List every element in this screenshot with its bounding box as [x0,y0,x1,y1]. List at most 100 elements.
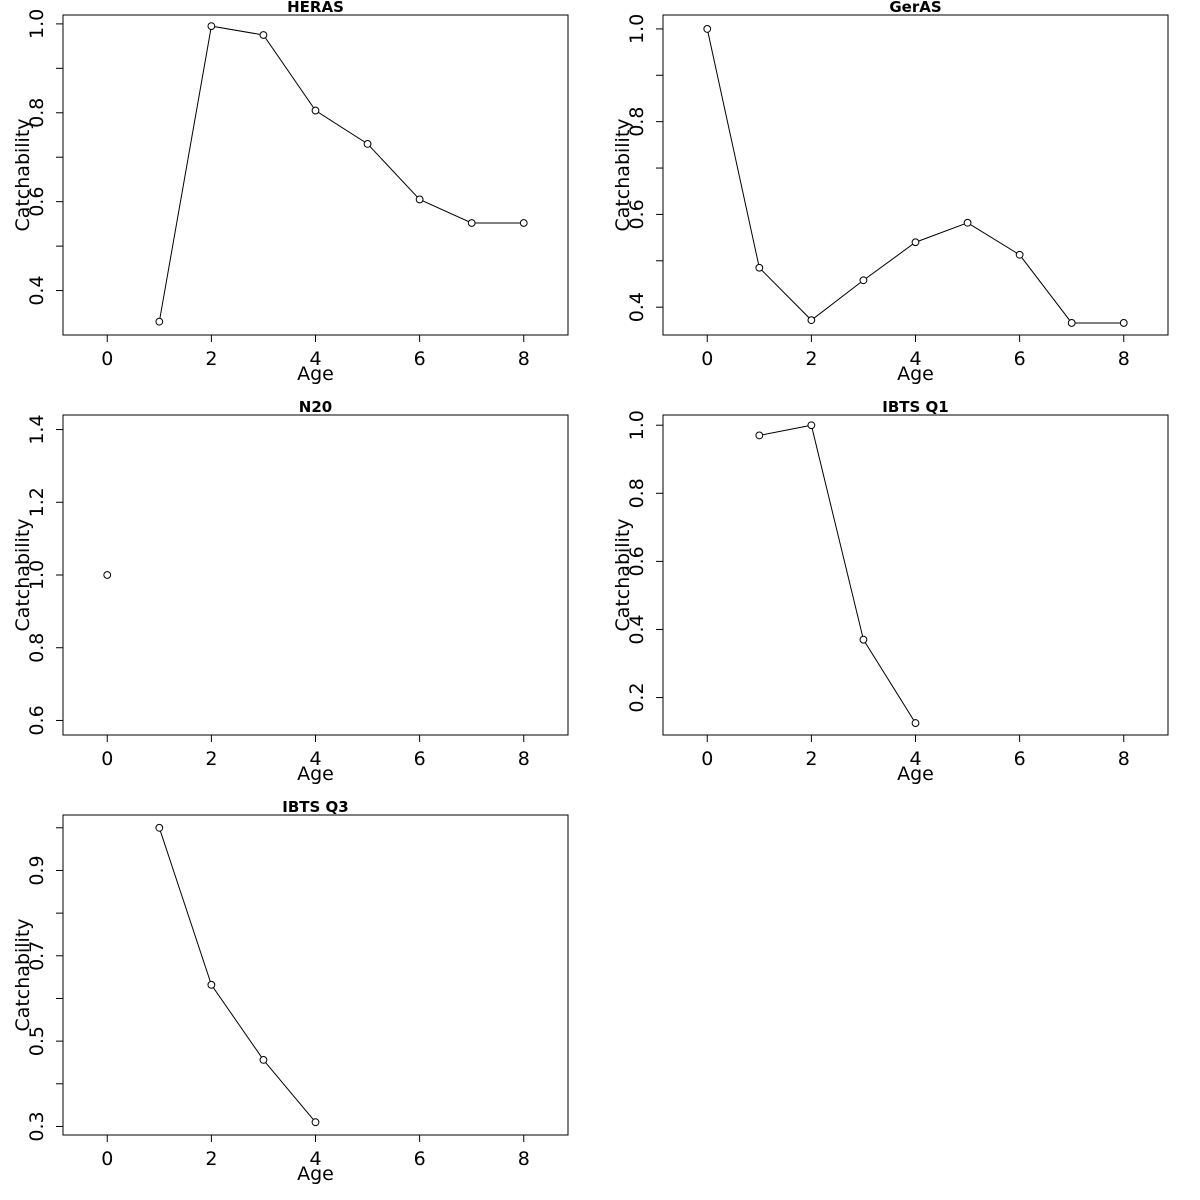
series-line [759,424,916,724]
x-tick-label: 0 [101,748,113,770]
y-axis-label: Catchability [12,918,34,1031]
x-tick-label: 2 [805,348,817,370]
y-tick-label: 1.0 [626,14,648,44]
x-tick-label: 0 [101,348,113,370]
x-tick-label: 6 [414,1148,426,1170]
y-tick-label: 0.7 [26,941,48,971]
panel-heras: HERAS 0 2 4 6 8 0.4 0.6 0.8 1.0 Age Catchability [12,0,569,385]
y-tick-label: 0.3 [26,1111,48,1141]
y-tick-label: 1.0 [26,560,48,590]
x-axis-label: Age [297,763,334,785]
data-point [1119,319,1128,327]
x-tick-label: 4 [309,1148,321,1170]
data-point [207,980,216,989]
x-tick-label: 2 [205,1148,217,1170]
x-tick-label: 2 [205,748,217,770]
plot-frame [662,414,1169,736]
panel-n20: N20 0 2 4 6 8 0.6 0.8 1.0 1.2 1.4 Age Catchability [12,398,569,785]
y-tick-label: 0.5 [26,1026,48,1056]
x-tick-label: 8 [1118,348,1130,370]
chart-title: IBTS Q3 [282,798,348,816]
panel-geras: GerAS 0 2 4 6 8 0.4 0.6 0.8 1.0 Age Catchability [612,0,1169,385]
data-point [311,106,320,115]
y-tick-label: 0.6 [626,546,648,576]
x-tick-label: 6 [414,348,426,370]
data-point [755,263,764,272]
x-tick-label: 0 [101,1148,113,1170]
y-tick-label: 0.9 [26,855,48,885]
y-tick-label: 1.2 [26,487,48,517]
x-tick-label: 2 [805,748,817,770]
y-tick-label: 0.8 [626,478,648,508]
x-tick-label: 6 [1014,348,1026,370]
plot-frame [62,814,569,1136]
y-tick-label: 0.4 [626,292,648,322]
data-point [259,1056,268,1064]
x-tick-label: 4 [309,348,321,370]
data-point [467,219,476,227]
data-point [755,431,764,440]
x-tick-label: 0 [701,748,713,770]
y-tick-label: 0.2 [626,682,648,712]
data-point [1015,250,1024,259]
y-tick-label: 0.8 [26,98,48,128]
y-axis-label: Catchability [612,518,634,631]
x-tick-label: 4 [909,748,921,770]
x-tick-label: 8 [518,1148,530,1170]
chart-title: GerAS [889,0,941,16]
data-point [963,218,972,227]
data-point [519,219,528,227]
data-point [1067,319,1076,327]
y-tick-label: 0.6 [26,187,48,217]
x-axis-label: Age [897,363,934,385]
data-point [415,195,424,204]
panel-ibts-q3: IBTS Q3 0 2 4 6 8 0.3 0.5 0.7 0.9 Age Catchability [12,798,569,1185]
data-point [155,823,164,832]
y-tick-label: 0.6 [26,705,48,735]
x-axis-label: Age [897,763,934,785]
chart-title: N20 [299,398,332,416]
series-line [158,25,524,322]
data-point [363,139,372,148]
data-point [103,571,112,579]
data-point [703,25,712,33]
y-tick-label: 0.6 [626,199,648,229]
series-line [706,28,1124,324]
data-point [911,238,920,247]
series-line [158,827,316,1123]
panel-ibts-q1: IBTS Q1 0 2 4 6 8 0.2 0.4 0.6 0.8 1.0 Age Catchabili… [612,398,1169,785]
y-tick-label: 1.0 [626,410,648,440]
x-tick-label: 8 [1118,748,1130,770]
data-point [911,719,920,727]
data-point [807,421,816,430]
x-axis-label: Age [297,1163,334,1185]
data-point [259,31,268,39]
x-tick-label: 6 [414,748,426,770]
y-axis-label: Catchability [612,118,634,231]
data-point [207,22,216,31]
x-tick-label: 8 [518,348,530,370]
y-tick-label: 1.4 [26,414,48,444]
data-point [859,635,868,644]
chart-title: IBTS Q1 [882,398,948,416]
chart-title: HERAS [287,0,344,16]
data-point [859,276,868,285]
y-tick-label: 1.0 [26,9,48,39]
plot-frame [62,14,569,336]
x-tick-label: 4 [309,748,321,770]
data-point [311,1118,320,1127]
x-tick-label: 0 [701,348,713,370]
x-tick-label: 2 [205,348,217,370]
x-tick-label: 8 [518,748,530,770]
y-axis-label: Catchability [12,118,34,231]
plot-frame [62,414,569,736]
y-tick-label: 0.8 [626,107,648,137]
data-point [155,317,164,326]
y-tick-label: 0.4 [26,275,48,305]
y-tick-label: 0.8 [26,633,48,663]
x-tick-label: 4 [909,348,921,370]
data-point [807,316,816,325]
x-tick-label: 6 [1014,748,1026,770]
y-axis-label: Catchability [12,518,34,631]
y-tick-label: 0.4 [626,614,648,644]
